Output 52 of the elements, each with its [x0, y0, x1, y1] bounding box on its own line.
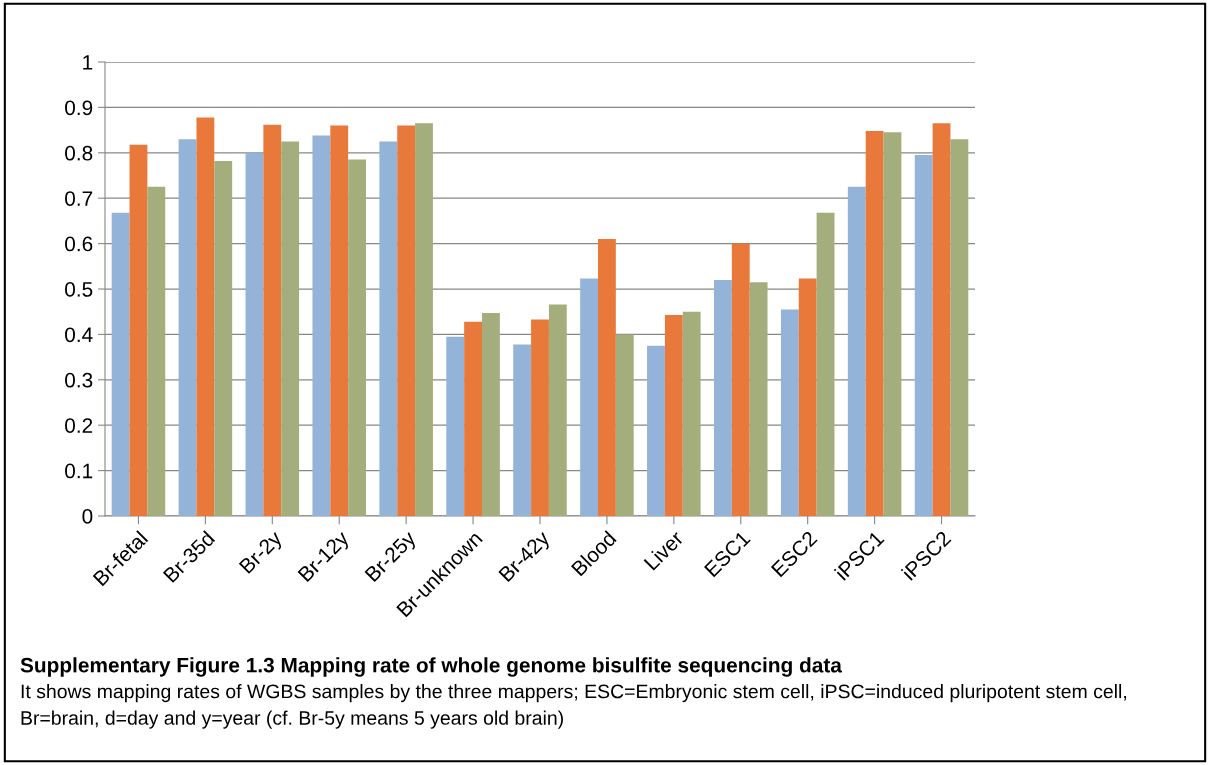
bar — [214, 160, 233, 516]
bar — [682, 311, 701, 516]
y-tick-label: 0.4 — [65, 327, 93, 343]
bar — [348, 159, 366, 516]
bar — [932, 123, 951, 516]
y-tick-label: 1 — [83, 55, 93, 70]
bar — [798, 278, 817, 516]
y-tick-label: 0.3 — [65, 372, 93, 388]
bar — [714, 279, 732, 516]
bar — [914, 155, 933, 516]
bar — [513, 344, 532, 516]
bar — [111, 212, 130, 516]
bar — [615, 334, 634, 516]
bar — [196, 117, 215, 516]
y-tick-label: 0.9 — [65, 100, 93, 116]
bar — [263, 124, 282, 516]
bar — [379, 141, 398, 516]
bar — [647, 345, 665, 516]
y-tick-label: 0.8 — [65, 145, 93, 161]
bar — [281, 141, 300, 516]
bar — [531, 319, 549, 516]
bar — [749, 282, 768, 516]
bar — [847, 186, 866, 516]
y-tick-label: 0.7 — [65, 191, 93, 206]
bar — [816, 212, 835, 516]
bar — [780, 309, 799, 516]
bar — [178, 139, 197, 516]
bar — [883, 132, 902, 516]
bar — [330, 125, 349, 516]
bar — [950, 139, 969, 516]
text: It shows mapping rates of WGBS samples by the three mappers; ESC=Embryonic stem cell, iPSC=induced pluripotent stem cell, Br=brain, d=day and y=year (cf. Br-5y means 5 years old brain) — [21, 684, 1126, 729]
bar — [580, 278, 598, 516]
bar — [865, 131, 884, 516]
y-tick-label: 0.1 — [65, 463, 93, 479]
bar — [245, 152, 264, 516]
bar — [446, 336, 465, 516]
bar — [482, 313, 500, 516]
y-tick-label: 0.5 — [65, 282, 93, 297]
bar — [464, 321, 482, 516]
bar — [129, 144, 148, 516]
y-tick-label: 0 — [82, 509, 93, 524]
text: Supplementary Figure 1.3 Mapping rate of whole genome bisulfite sequencing data — [20, 657, 843, 677]
y-tick-label: 0.2 — [65, 418, 93, 433]
bar — [312, 135, 331, 516]
bar — [397, 125, 416, 516]
bar — [664, 314, 683, 516]
bar — [731, 243, 750, 516]
bar — [147, 186, 166, 516]
bar — [548, 304, 567, 516]
bar — [598, 239, 616, 516]
y-tick-label: 0.6 — [65, 236, 93, 252]
bar — [415, 123, 433, 516]
